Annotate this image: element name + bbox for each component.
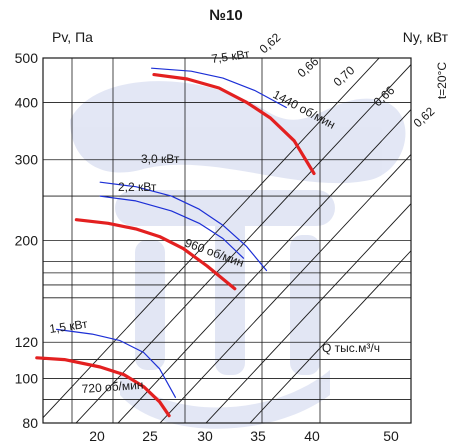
- power-curve: [99, 181, 268, 272]
- x-tick-label: 20: [89, 428, 105, 444]
- efficiency-line: [205, 203, 411, 423]
- efficiency-line: [159, 153, 411, 423]
- chart-grid: [43, 58, 411, 423]
- power-label-7-5: 7,5 кВт: [210, 47, 250, 66]
- pressure-curves: [35, 73, 316, 418]
- pressure-curve: [152, 73, 316, 176]
- y-axis-ticks: 80 100 120 200 300 400 500: [15, 50, 39, 431]
- chart-title: №10: [209, 7, 242, 24]
- x-axis-label: Q тыс.м³/ч: [322, 341, 380, 355]
- power-axis-label: Ny, кВт: [403, 29, 449, 45]
- y-tick-label: 80: [22, 415, 38, 431]
- power-curves: [56, 67, 287, 398]
- y-tick-label: 300: [15, 152, 39, 168]
- plot-area-border: [42, 57, 412, 424]
- power-curve: [99, 195, 245, 259]
- efficiency-label-1: 0,62: [257, 30, 284, 56]
- x-axis-ticks: 20 25 30 35 40 50: [89, 428, 399, 444]
- y-tick-label: 400: [15, 94, 39, 110]
- power-curve: [56, 328, 176, 398]
- pressure-curve: [74, 218, 237, 291]
- efficiency-line: [117, 108, 411, 423]
- efficiency-label-5: 0,62: [411, 104, 438, 130]
- speed-label-720: 720 об/мин: [81, 378, 144, 396]
- x-tick-label: 40: [304, 428, 320, 444]
- watermark-logo: [70, 81, 406, 429]
- power-label-3-0: 3,0 кВт: [141, 152, 180, 166]
- power-label-1-5: 1,5 кВт: [48, 317, 88, 336]
- y-tick-label: 200: [15, 233, 39, 249]
- x-tick-label: 25: [142, 428, 158, 444]
- y-tick-label: 120: [15, 334, 39, 350]
- efficiency-line: [249, 250, 411, 423]
- y-tick-label: 100: [15, 371, 39, 387]
- y-tick-label: 500: [15, 50, 39, 66]
- power-label-2-2: 2,2 кВт: [118, 180, 157, 194]
- efficiency-line: [43, 58, 380, 419]
- power-curve: [151, 67, 287, 109]
- x-tick-label: 30: [197, 428, 213, 444]
- x-axis-label-text: Q тыс.м³/ч: [322, 341, 380, 355]
- x-tick-label: 35: [250, 428, 266, 444]
- temperature-note: t=20°C: [435, 62, 449, 99]
- pressure-curve: [35, 356, 171, 418]
- efficiency-lines: [43, 58, 411, 423]
- y-axis-label: Pv, Па: [52, 29, 93, 45]
- efficiency-line: [75, 63, 411, 423]
- x-tick-label: 50: [383, 428, 399, 444]
